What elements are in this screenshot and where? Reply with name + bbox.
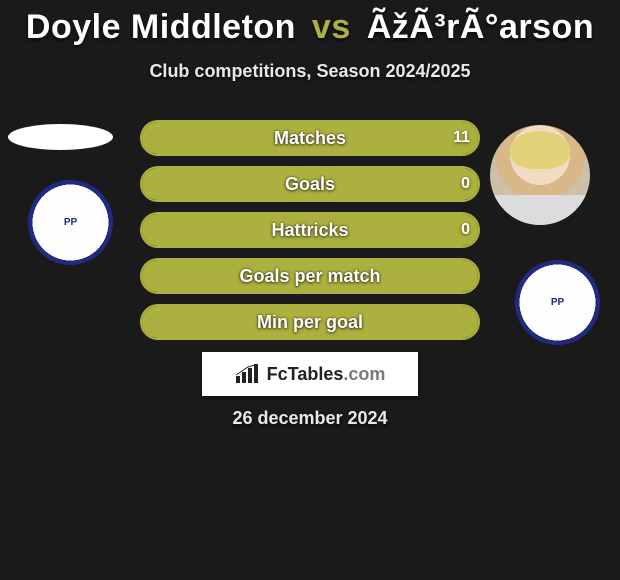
brand-text: FcTables.com	[267, 364, 386, 385]
date-label: 26 december 2024	[0, 408, 620, 429]
player1-name: Doyle Middleton	[26, 8, 296, 46]
vs-label: vs	[312, 8, 351, 46]
brand-badge: FcTables.com	[202, 352, 418, 396]
player1-avatar	[8, 124, 113, 150]
stat-row-matches: Matches 11	[140, 120, 480, 156]
brand-main: Tables	[288, 364, 344, 384]
stat-row-min-per-goal: Min per goal	[140, 304, 480, 340]
stat-label: Min per goal	[140, 304, 480, 340]
stat-label: Matches	[140, 120, 480, 156]
player2-avatar	[490, 125, 590, 225]
brand-suffix: .com	[343, 364, 385, 384]
stat-label: Goals per match	[140, 258, 480, 294]
chart-icon	[235, 364, 261, 384]
stat-row-hattricks: Hattricks 0	[140, 212, 480, 248]
brand-prefix: Fc	[267, 364, 288, 384]
stat-row-goals-per-match: Goals per match	[140, 258, 480, 294]
stat-right-value: 11	[453, 120, 470, 156]
stats-bars: Matches 11 Goals 0 Hattricks 0	[140, 120, 480, 350]
stat-label: Goals	[140, 166, 480, 202]
stat-right-value: 0	[461, 166, 470, 202]
page-title: Doyle Middleton vs ÃžÃ³rÃ°arson	[0, 0, 620, 47]
player1-club-badge: PP	[28, 180, 113, 265]
stat-label: Hattricks	[140, 212, 480, 248]
subtitle: Club competitions, Season 2024/2025	[0, 61, 620, 82]
stat-row-goals: Goals 0	[140, 166, 480, 202]
stat-right-value: 0	[461, 212, 470, 248]
player2-club-badge: PP	[515, 260, 600, 345]
player2-name: ÃžÃ³rÃ°arson	[367, 8, 594, 46]
badge-text: PP	[515, 260, 600, 345]
badge-text: PP	[28, 180, 113, 265]
